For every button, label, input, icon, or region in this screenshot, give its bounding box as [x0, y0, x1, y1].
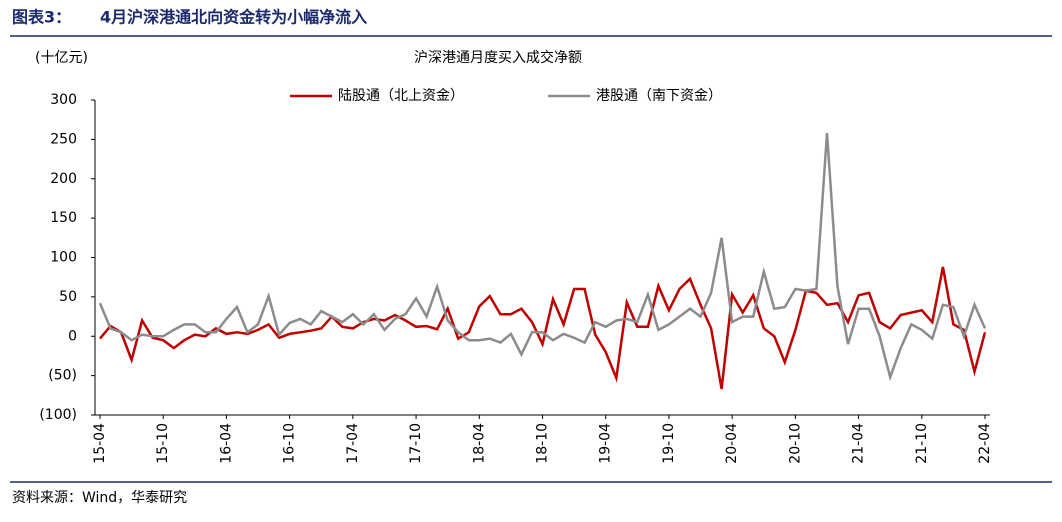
chart-subtitle: 沪深港通月度买入成交净额 — [414, 49, 582, 66]
x-tick-label: 20-04 — [724, 423, 740, 464]
y-unit: (十亿元) — [35, 50, 88, 66]
x-tick-label: 17-10 — [408, 423, 424, 464]
x-tick-label: 22-04 — [977, 423, 993, 464]
series-line — [98, 133, 987, 382]
source: 资料来源：Wind，华泰研究 — [12, 490, 187, 506]
y-tick-label: 300 — [50, 92, 77, 108]
x-tick-label: 18-04 — [471, 423, 487, 464]
y-tick-label: 150 — [50, 210, 77, 226]
legend-label: 港股通（南下资金） — [596, 88, 722, 104]
y-tick-label: 250 — [50, 131, 77, 147]
figure-label: 图表3： — [12, 8, 71, 27]
series-line — [99, 266, 987, 390]
x-tick-label: 19-04 — [598, 423, 614, 464]
x-tick-label: 18-10 — [535, 423, 551, 464]
y-tick-label: 50 — [59, 289, 77, 305]
x-tick-label: 16-04 — [218, 423, 234, 464]
x-tick-label: 17-04 — [345, 423, 361, 464]
y-tick-label: 100 — [50, 250, 77, 266]
x-tick-label: 15-10 — [155, 423, 171, 464]
x-tick-label: 15-04 — [92, 423, 108, 464]
x-tick-label: 21-10 — [914, 423, 930, 464]
x-tick-label: 19-10 — [661, 423, 677, 464]
x-tick-label: 20-10 — [787, 423, 803, 464]
legend-label: 陆股通（北上资金） — [338, 88, 464, 104]
x-tick-label: 16-10 — [282, 423, 298, 464]
y-tick-label: 0 — [68, 328, 77, 344]
y-tick-label: 200 — [50, 171, 77, 187]
y-tick-label: (100) — [39, 407, 77, 423]
x-tick-label: 21-04 — [851, 423, 867, 464]
y-tick-label: (50) — [48, 368, 77, 384]
chart-title: 4月沪深港通北向资金转为小幅净流入 — [100, 8, 367, 27]
